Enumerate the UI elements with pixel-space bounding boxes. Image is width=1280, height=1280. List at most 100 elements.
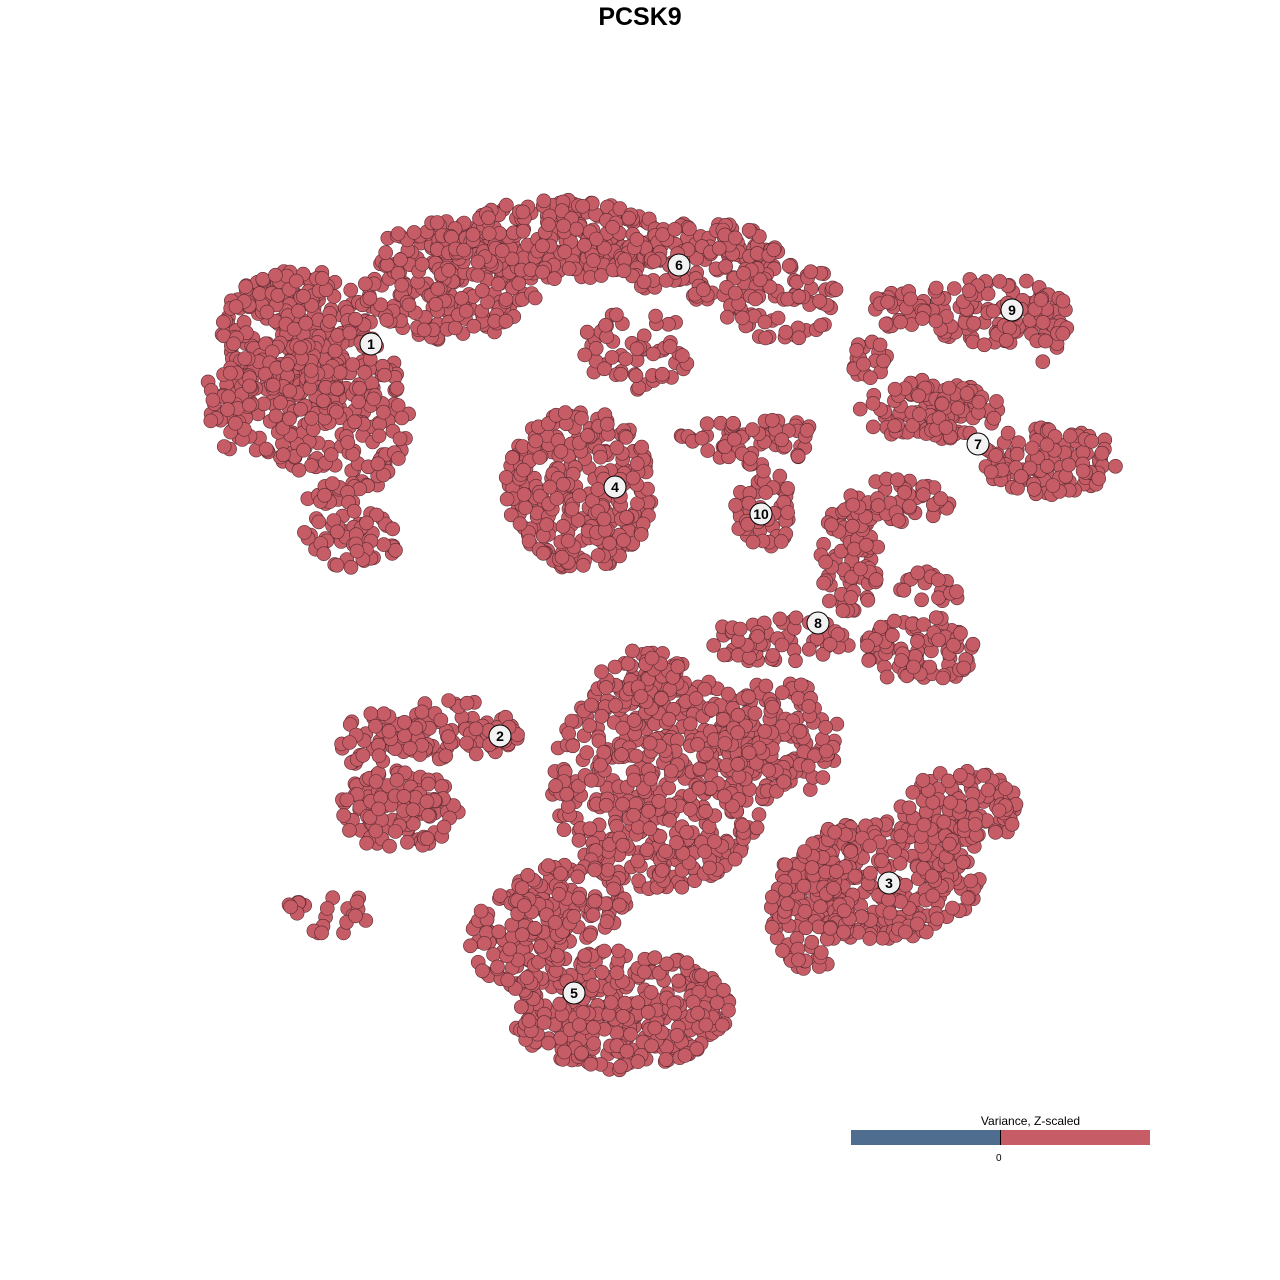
data-point [459, 735, 475, 751]
data-point [402, 740, 418, 756]
data-point [582, 718, 597, 733]
data-point [898, 877, 913, 893]
data-point [959, 386, 975, 401]
data-point [465, 227, 481, 242]
data-point [600, 862, 616, 878]
data-point [618, 351, 633, 367]
data-point [630, 496, 645, 511]
data-point [865, 396, 881, 411]
data-point [1002, 320, 1017, 336]
data-point [371, 801, 386, 817]
data-point [1091, 471, 1106, 486]
data-point [406, 225, 422, 240]
data-point [663, 763, 679, 779]
data-point [376, 706, 392, 722]
data-point [778, 324, 794, 340]
data-point [803, 264, 819, 280]
data-point [447, 320, 463, 336]
data-point [801, 641, 817, 657]
data-point [764, 412, 780, 428]
data-point [257, 366, 273, 382]
data-point [625, 470, 641, 486]
data-point [998, 332, 1014, 348]
cluster-label-text: 9 [1008, 302, 1016, 318]
data-point [296, 442, 311, 458]
data-point [765, 699, 780, 715]
data-point [619, 510, 634, 525]
data-point [911, 388, 927, 404]
cluster-label-8: 8 [806, 611, 830, 635]
data-point [481, 210, 496, 226]
data-point [955, 854, 971, 870]
data-point [815, 770, 831, 785]
data-point [822, 920, 838, 936]
data-point [470, 254, 486, 270]
data-point [661, 780, 677, 796]
data-point [772, 611, 788, 627]
data-point [630, 853, 646, 869]
data-point [429, 215, 445, 230]
data-point [704, 702, 720, 717]
data-point [946, 637, 961, 653]
data-point [555, 476, 571, 492]
data-point [394, 277, 410, 293]
data-point [761, 762, 777, 778]
data-point [671, 973, 686, 989]
data-point [441, 693, 456, 708]
data-point [352, 380, 367, 396]
data-point [662, 339, 678, 354]
data-point [259, 304, 275, 320]
cluster-label-10: 10 [749, 502, 773, 526]
data-point [609, 1025, 625, 1041]
data-point [357, 365, 372, 380]
data-point [780, 896, 795, 912]
data-point [265, 377, 281, 393]
data-point [379, 312, 395, 328]
data-point [863, 370, 878, 386]
data-point [366, 391, 382, 407]
data-point [653, 691, 669, 706]
data-point [304, 298, 320, 313]
data-point [633, 527, 649, 542]
data-point [1075, 463, 1091, 479]
data-point [780, 505, 796, 520]
data-point [727, 230, 743, 246]
data-point [695, 282, 711, 298]
data-point [376, 537, 392, 552]
data-point [667, 1005, 682, 1021]
data-point [433, 712, 449, 728]
data-point [745, 422, 760, 437]
data-point [535, 238, 550, 254]
data-point [929, 911, 945, 927]
data-point [255, 271, 271, 287]
data-point [775, 943, 790, 959]
data-point [252, 286, 267, 301]
data-point [613, 1059, 628, 1074]
data-point [816, 575, 831, 591]
data-point [861, 653, 877, 668]
data-point [934, 396, 950, 412]
data-point [644, 1038, 659, 1054]
data-point [935, 670, 951, 686]
data-point [818, 720, 833, 735]
data-point [658, 843, 673, 859]
data-point [1055, 326, 1071, 341]
data-point [556, 822, 572, 838]
cluster-label-3: 3 [877, 871, 901, 895]
data-point [702, 860, 718, 876]
data-point [615, 837, 631, 853]
data-point [963, 873, 979, 889]
data-point [314, 925, 329, 941]
data-point [579, 324, 595, 340]
data-point [498, 470, 514, 485]
data-point [643, 984, 659, 1000]
data-point [617, 995, 633, 1011]
cluster-label-text: 2 [496, 728, 504, 744]
data-point [420, 776, 436, 792]
data-point [329, 557, 345, 573]
data-point [574, 410, 589, 426]
data-point [296, 288, 311, 304]
data-point [749, 820, 765, 836]
data-point [960, 890, 976, 906]
